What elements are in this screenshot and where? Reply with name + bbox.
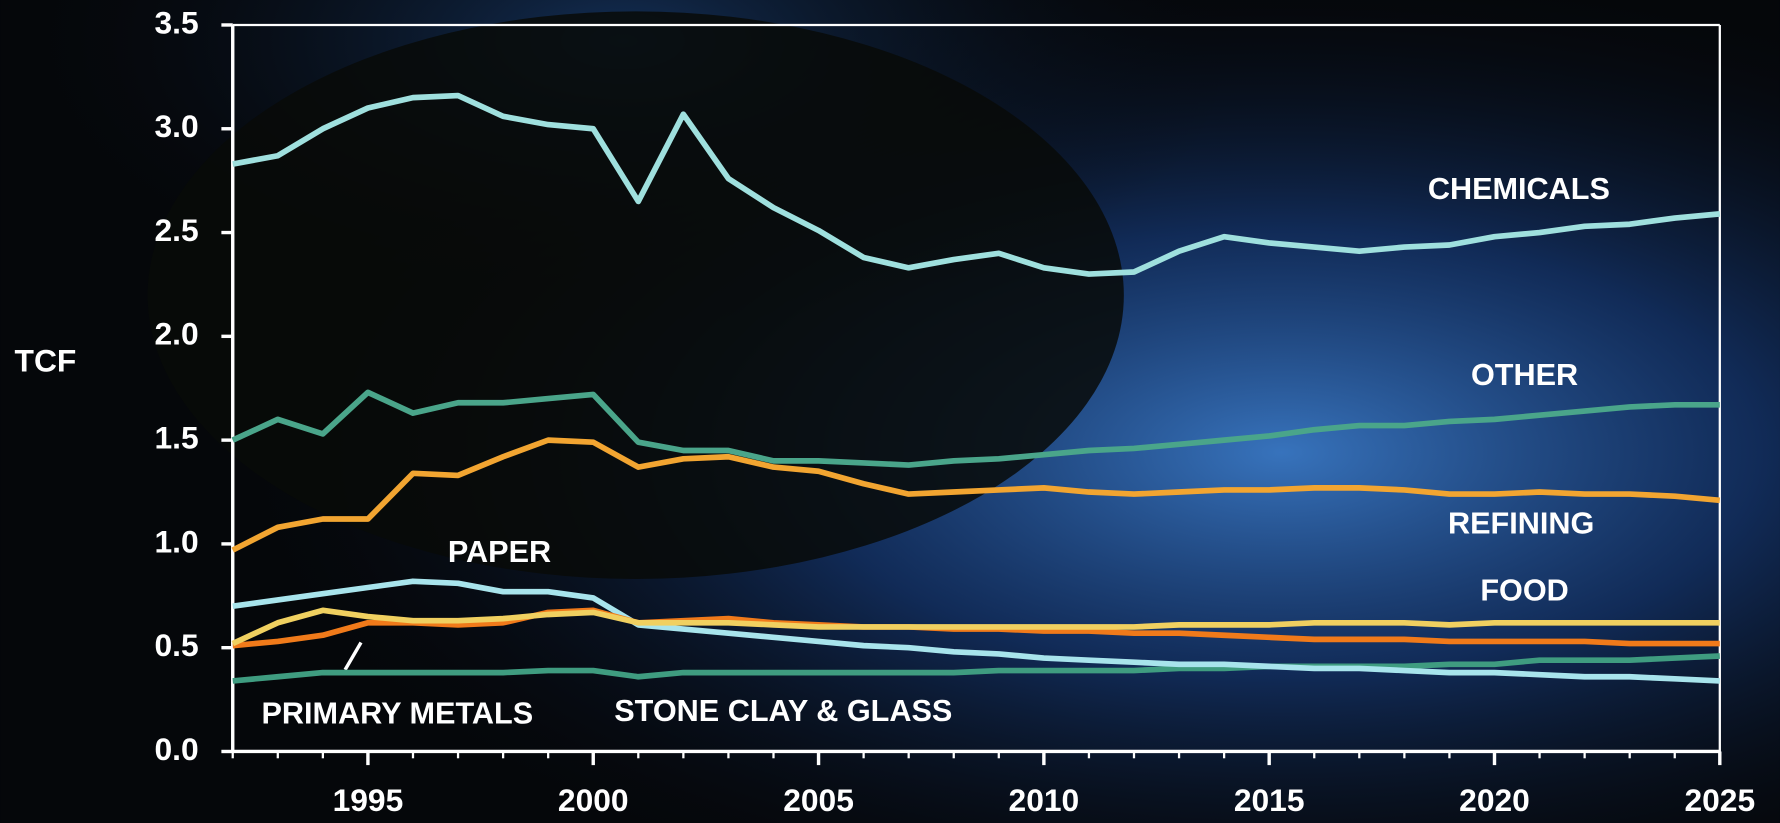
series-line [232,653,1720,684]
series-label: REFINING [1448,507,1594,541]
label-pointer [343,641,363,671]
x-tick-label: 2000 [558,782,629,818]
y-tick-label: 1.0 [155,523,199,559]
x-tick-label: 2015 [1234,782,1305,818]
series-label: FOOD [1480,574,1568,608]
background-shape [147,11,1124,579]
x-tick-label: 2025 [1684,782,1755,818]
series-label: STONE CLAY & GLASS [614,694,952,728]
x-tick-label: 2005 [783,782,854,818]
y-tick-label: 0.5 [155,627,199,663]
x-tick-label: 2010 [1009,782,1080,818]
y-tick-label: 3.5 [155,4,199,40]
series-label: PAPER [448,535,551,569]
y-tick-label: 0.0 [155,731,199,767]
y-tick-label: 2.0 [155,316,199,352]
series-line [231,607,1720,647]
series-line [231,437,1721,553]
series-line [232,578,1720,684]
series-label: PRIMARY METALS [261,696,533,730]
y-tick-label: 3.0 [155,108,199,144]
y-tick-label: 1.5 [155,420,199,456]
series-label: OTHER [1471,358,1578,392]
series-line [231,389,1720,468]
x-tick-label: 1995 [333,782,404,818]
y-axis-label: TCF [15,343,77,379]
y-tick-label: 2.5 [155,212,199,248]
series-line [232,92,1721,277]
x-tick-label: 2020 [1459,782,1530,818]
series-label: CHEMICALS [1428,172,1610,206]
